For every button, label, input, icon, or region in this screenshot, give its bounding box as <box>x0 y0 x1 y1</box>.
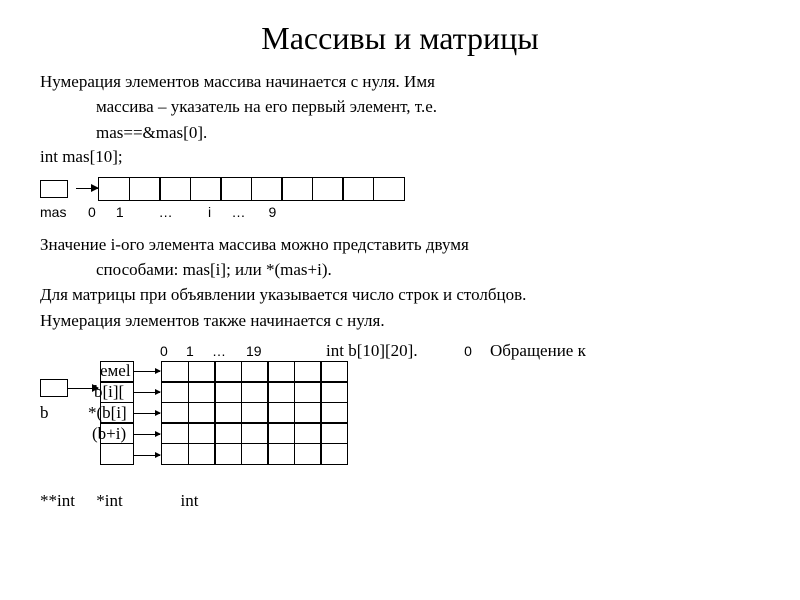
matrix-cell <box>214 402 242 424</box>
matrix-cell <box>161 361 189 383</box>
paragraph-2b: способами: mas[i]; или *(mas+i). <box>40 259 760 280</box>
matrix-cell <box>214 361 242 383</box>
matrix-cell <box>241 402 269 424</box>
matrix-diagram: b емеl b[i][ *(b[i] (b+i) <box>40 361 760 491</box>
paragraph-2a: Значение i-ого элемента массива можно пр… <box>40 234 760 255</box>
arrow-icon <box>134 413 160 414</box>
matrix-cell <box>161 402 189 424</box>
pointer-box <box>40 180 68 198</box>
matrix-cell <box>241 361 269 383</box>
label-b: b <box>40 403 49 423</box>
matrix-header: 0 1 … 19 int b[10][20]. 0 Обращение к <box>40 341 760 361</box>
matrix-cell <box>214 443 242 465</box>
matrix-cell <box>320 422 348 444</box>
idx-0: 0 <box>446 343 490 359</box>
arrow-icon <box>134 455 160 456</box>
type-pint: *int <box>96 491 176 511</box>
matrix-cell <box>294 361 322 383</box>
matrix-pointer-box <box>40 379 68 397</box>
col-0: 0 <box>160 343 186 359</box>
paragraph-4: Нумерация элементов также начинается с н… <box>40 310 760 331</box>
matrix-cell <box>294 402 322 424</box>
matrix-decl: int b[10][20]. <box>326 341 446 361</box>
matrix-cell <box>267 443 295 465</box>
arrow-icon <box>76 188 98 189</box>
label-dots2: … <box>223 204 253 220</box>
paragraph-1b: массива – указатель на его первый элемен… <box>40 96 760 117</box>
tail-text: Обращение к <box>490 341 586 361</box>
array-cell <box>190 177 222 201</box>
matrix-row <box>161 361 348 383</box>
matrix-cell <box>294 422 322 444</box>
matrix-cell <box>161 381 189 403</box>
arrow-icon <box>134 434 160 435</box>
matrix-cell <box>320 361 348 383</box>
arrow-icon <box>134 371 160 372</box>
matrix-cell <box>214 381 242 403</box>
array-cell <box>373 177 405 201</box>
type-annotations: **int *int int <box>40 491 760 511</box>
overlay-r2: *(b[i] <box>88 403 127 423</box>
matrix-row <box>161 383 348 404</box>
arrow-icon <box>134 392 160 393</box>
matrix-grid <box>161 361 348 465</box>
type-ppint: **int <box>40 491 92 511</box>
matrix-cell <box>161 422 189 444</box>
paragraph-1c: mas==&mas[0]. <box>40 122 760 143</box>
matrix-cell <box>188 422 216 444</box>
array-cell <box>342 177 374 201</box>
row-pointer-cell <box>100 443 134 465</box>
matrix-cell <box>241 443 269 465</box>
matrix-cell <box>320 443 348 465</box>
matrix-cell <box>161 443 189 465</box>
overlay-r1: b[i][ <box>94 382 124 402</box>
array-cell <box>159 177 191 201</box>
paragraph-1a: Нумерация элементов массива начинается с… <box>40 71 760 92</box>
matrix-cell <box>214 422 242 444</box>
array-cell <box>129 177 161 201</box>
matrix-row <box>161 403 348 424</box>
matrix-cell <box>267 422 295 444</box>
array-cell <box>312 177 344 201</box>
array-declaration: int mas[10]; <box>40 147 760 167</box>
array-cells <box>98 177 405 201</box>
matrix-cell <box>188 443 216 465</box>
array-diagram <box>40 177 760 201</box>
matrix-cell <box>188 402 216 424</box>
label-i: i <box>200 204 220 220</box>
matrix-cell <box>320 402 348 424</box>
label-1: 1 <box>108 204 132 220</box>
matrix-cell <box>267 402 295 424</box>
array-cell <box>251 177 283 201</box>
type-int: int <box>181 491 199 511</box>
matrix-row <box>161 444 348 465</box>
overlay-r0: емеl <box>100 361 131 381</box>
overlay-r3: (b+i) <box>92 424 126 444</box>
matrix-cell <box>267 361 295 383</box>
col-dots: … <box>212 343 246 359</box>
array-index-labels: mas 0 1 … i … 9 <box>40 204 760 220</box>
matrix-cell <box>320 381 348 403</box>
paragraph-3: Для матрицы при объявлении указывается ч… <box>40 284 760 305</box>
array-cell <box>220 177 252 201</box>
matrix-cell <box>241 422 269 444</box>
array-cell <box>281 177 313 201</box>
label-9: 9 <box>257 204 287 220</box>
matrix-cell <box>294 381 322 403</box>
array-cell <box>98 177 130 201</box>
label-0: 0 <box>80 204 104 220</box>
matrix-row <box>161 424 348 445</box>
col-1: 1 <box>186 343 212 359</box>
matrix-cell <box>294 443 322 465</box>
matrix-cell <box>188 361 216 383</box>
matrix-cell <box>188 381 216 403</box>
col-19: 19 <box>246 343 326 359</box>
page-title: Массивы и матрицы <box>40 20 760 57</box>
label-dots: … <box>136 204 196 220</box>
matrix-cell <box>267 381 295 403</box>
matrix-cell <box>241 381 269 403</box>
label-mas: mas <box>40 204 76 220</box>
